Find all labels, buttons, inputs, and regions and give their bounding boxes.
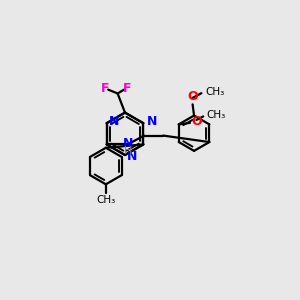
Text: F: F [123,82,131,95]
Text: N: N [109,115,119,128]
Text: N: N [123,137,133,150]
Text: CH₃: CH₃ [96,196,116,206]
Text: O: O [191,115,202,128]
Text: CH₃: CH₃ [206,110,225,120]
Text: F: F [101,82,110,95]
Text: N: N [127,150,137,163]
Text: N: N [147,115,157,128]
Text: H: H [124,146,132,156]
Text: CH₃: CH₃ [205,87,224,97]
Text: O: O [187,90,198,103]
